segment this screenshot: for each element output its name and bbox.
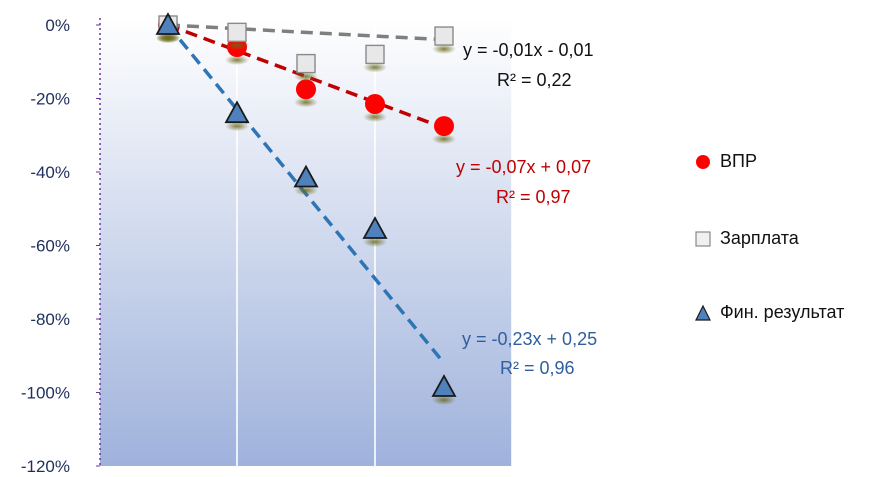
data-point-circle [365, 94, 385, 115]
marker-shadow [432, 394, 456, 405]
data-point-circle [434, 116, 454, 137]
marker-shadow [294, 185, 318, 196]
marker-shadow [156, 33, 180, 43]
data-points [155, 12, 457, 405]
marker-shadow [432, 44, 456, 55]
marker-shadow [225, 121, 249, 132]
y-tick-label: -20% [30, 90, 70, 109]
legend-label-fin: Фин. результат [720, 302, 845, 322]
data-point-triangle [155, 12, 181, 35]
y-tick-label: -60% [30, 237, 70, 256]
data-point-triangle [224, 100, 250, 124]
y-tick-label: 0% [45, 16, 70, 35]
equation-fin: y = -0,23x + 0,25 [462, 329, 597, 349]
r2-vpr: R² = 0,97 [496, 187, 571, 207]
data-point-square [296, 53, 316, 74]
data-point-circle [296, 79, 316, 100]
legend-item-vpr[interactable]: ВПР [694, 151, 757, 172]
data-point-square [365, 44, 385, 65]
trendline-ВПР [167, 23, 445, 130]
legend-item-fin[interactable]: Фин. результат [694, 302, 844, 323]
marker-shadow [363, 236, 387, 247]
marker-shadow [225, 40, 249, 51]
marker-shadow [294, 97, 318, 108]
data-point-triangle [362, 216, 388, 239]
legend-circle-icon [696, 154, 710, 169]
legend-square-icon [695, 230, 711, 247]
r2-fin: R² = 0,96 [500, 358, 575, 378]
equation-vpr: y = -0,07x + 0,07 [456, 157, 591, 177]
y-tick-label: -40% [30, 163, 70, 182]
data-point-triangle [431, 374, 457, 397]
y-tick-label: -120% [21, 457, 70, 476]
trend-equation-zarplata: y = -0,01x - 0,01 R² = 0,22 [463, 40, 594, 90]
r2-zarplata: R² = 0,22 [497, 70, 572, 90]
legend-triangle-icon [695, 304, 711, 321]
trend-equation-fin: y = -0,23x + 0,25 R² = 0,96 [462, 329, 597, 378]
y-tick-label: -100% [21, 384, 70, 403]
legend-label-zarplata: Зарплата [720, 228, 799, 248]
trendline-Зарплата [167, 23, 445, 42]
y-axis: 0% -20% -40% -60% -80% -100% -120% [21, 16, 100, 476]
marker-shadow [363, 112, 387, 123]
marker-shadow [432, 134, 456, 145]
legend-label-vpr: ВПР [720, 151, 757, 171]
data-point-square [434, 26, 454, 46]
y-tick-label: -80% [30, 310, 70, 329]
legend-item-zarplata[interactable]: Зарплата [694, 228, 799, 249]
data-point-square [227, 22, 247, 43]
data-point-triangle [293, 164, 319, 188]
marker-shadow [294, 71, 318, 82]
trend-equation-vpr: y = -0,07x + 0,07 R² = 0,97 [456, 157, 591, 207]
equation-zarplata: y = -0,01x - 0,01 [463, 40, 594, 60]
marker-shadow [363, 62, 387, 73]
marker-shadow [225, 55, 249, 66]
